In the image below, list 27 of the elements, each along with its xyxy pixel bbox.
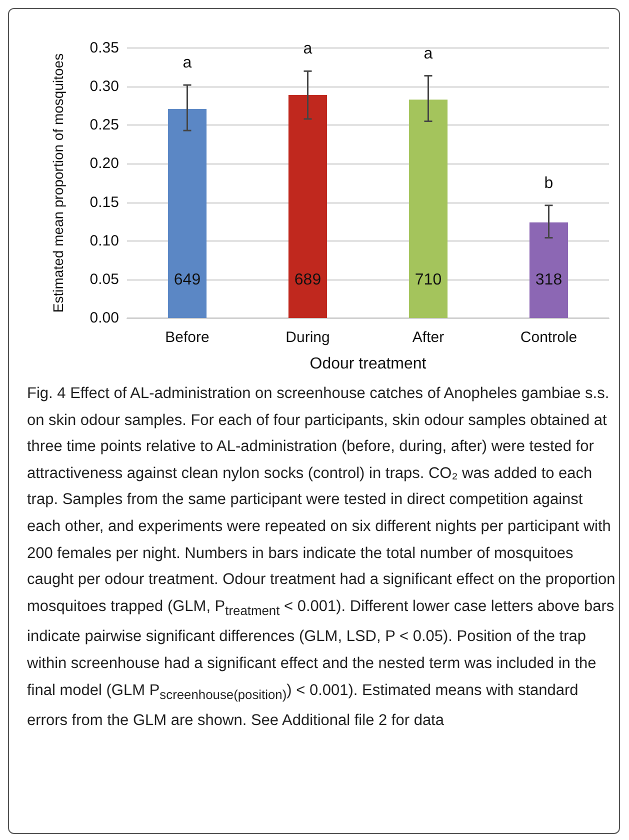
annotation: 689 bbox=[294, 272, 322, 288]
x-tick-label: Before bbox=[165, 329, 210, 346]
y-tick-label: 0.25 bbox=[90, 116, 119, 134]
annotation: a bbox=[182, 54, 192, 72]
annotation: a bbox=[303, 40, 312, 58]
annotation: 318 bbox=[535, 272, 562, 288]
x-axis-title: Odour treatment bbox=[310, 356, 427, 372]
annotation: 710 bbox=[414, 272, 442, 288]
bar bbox=[529, 222, 568, 318]
x-tick-label: Controle bbox=[520, 329, 578, 346]
text: Fig. 4 Effect of AL-administration on screenhouse catches of Anopheles gambiae s.s. on skin odour samples. For each of four participants, skin odour samples obtained at three time points relative to AL-administration (before, during, after) were tested for attractiveness against clean nylon socks (control) in traps. CO₂ was added to each trap. Samples from the same participant were tested in direct competition against each other, and experiments were repeated on six different nights per participant with 200 females per night. Numbers in bars indicate the total number of mosquitoes caught per odour treatment. Odour treatment had a significant effect on the proportion mosquitoes trapped (GLM, P$_{treatment}$ < 0.001). Different lower case letters above bars indicate pairwise significant differences (GLM, LSD, P < 0.05). Position of the trap within screenhouse had a significant effect and the nested term was included in the final model (GLM P$_{screenhouse(position)}$) < 0.001). Estimated means with standard errors from the GLM are shown. See Additional file 2 for data bbox=[27, 385, 616, 730]
y-tick-label: 0.35 bbox=[90, 40, 119, 56]
bar bbox=[288, 95, 328, 318]
annotation: 649 bbox=[174, 272, 201, 288]
x-tick-label: After bbox=[412, 329, 444, 346]
y-tick-label: 0.10 bbox=[90, 232, 119, 250]
bar bbox=[168, 108, 207, 318]
y-tick-label: 0.20 bbox=[90, 155, 119, 172]
y-tick-label: 0.30 bbox=[90, 78, 119, 96]
y-tick-label: 0.05 bbox=[90, 270, 119, 288]
y-tick-label: 0.00 bbox=[90, 310, 119, 326]
annotation: b bbox=[544, 174, 554, 192]
y-axis-title: Estimated mean proportion of mosquitoes bbox=[50, 53, 66, 313]
x-tick-label: During bbox=[286, 329, 330, 346]
y-tick-label: 0.15 bbox=[90, 194, 119, 211]
bar bbox=[408, 100, 448, 318]
annotation: a bbox=[424, 45, 433, 62]
